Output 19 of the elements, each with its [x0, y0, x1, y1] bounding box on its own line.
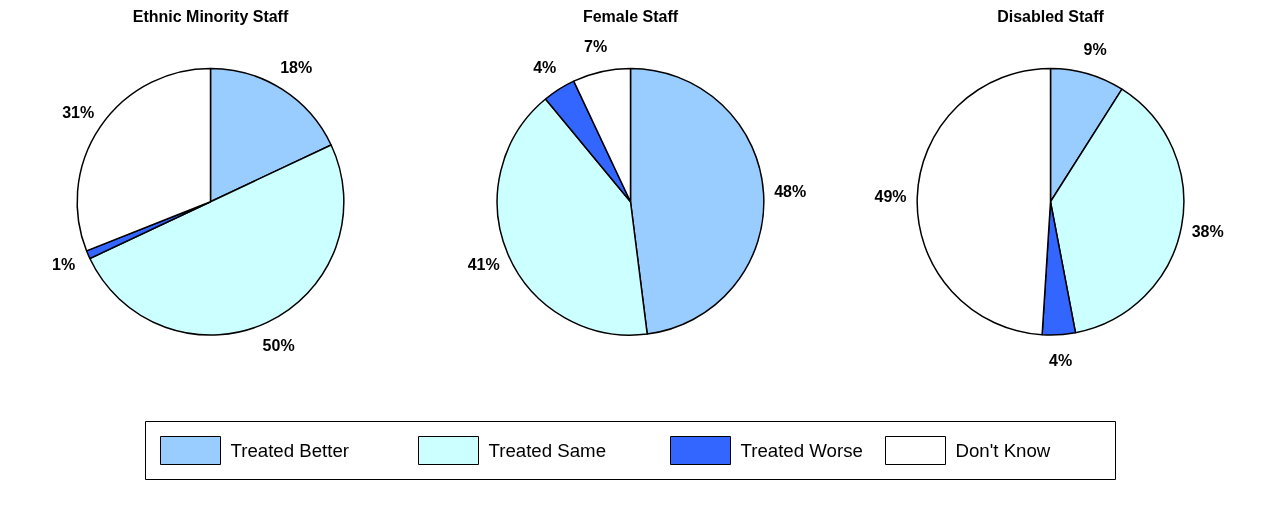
data-label: 49%: [874, 188, 907, 206]
data-label: 9%: [1083, 40, 1107, 58]
chart-title: Disabled Staff: [997, 7, 1105, 25]
chart-title: Ethnic Minority Staff: [132, 7, 289, 25]
data-label: 4%: [533, 59, 557, 76]
data-label: 7%: [584, 38, 608, 56]
data-label: 4%: [1048, 351, 1073, 369]
legend-label: Treated Better: [230, 440, 350, 461]
data-label: 41%: [467, 256, 500, 274]
chart-title: Female Staff: [582, 7, 679, 25]
data-label: 50%: [262, 337, 295, 355]
legend-label: Treated Same: [488, 440, 607, 461]
data-label: 31%: [62, 103, 95, 121]
legend-label: Treated Worse: [740, 440, 863, 461]
data-label: 48%: [774, 183, 807, 201]
data-label: 1%: [52, 256, 76, 274]
legend-label: Don't Know: [955, 440, 1051, 461]
data-label: 18%: [280, 59, 313, 76]
data-label: 38%: [1191, 223, 1224, 241]
